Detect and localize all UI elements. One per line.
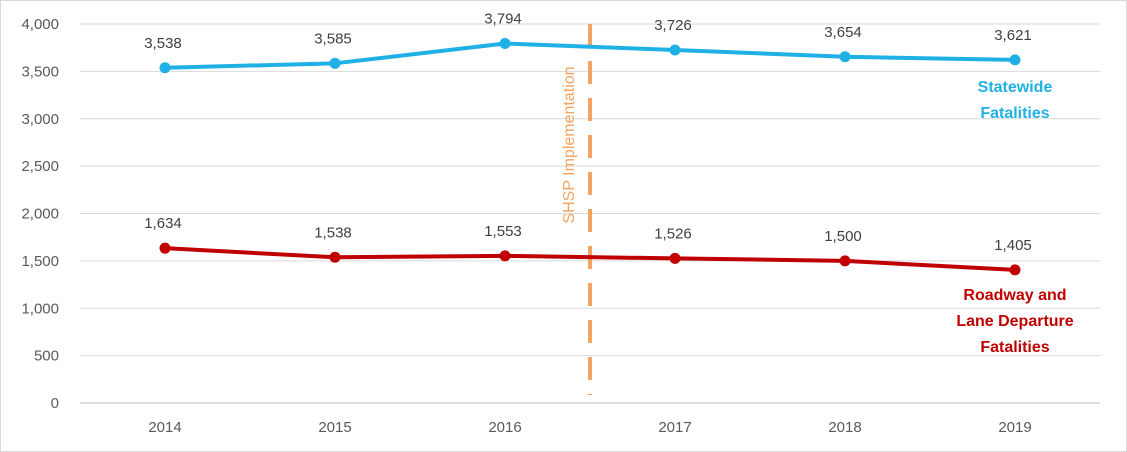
data-label: 3,538 <box>144 35 182 52</box>
y-tick-label: 0 <box>51 395 59 412</box>
data-point <box>159 62 171 74</box>
x-tick-label: 2019 <box>998 419 1031 436</box>
y-tick-label: 3,500 <box>21 63 59 80</box>
data-label: 3,654 <box>824 24 862 41</box>
data-label: 1,500 <box>824 228 862 245</box>
y-tick-label: 4,000 <box>21 16 59 33</box>
series-label: Fatalities <box>980 105 1049 122</box>
data-label: 1,553 <box>484 223 522 240</box>
data-point <box>839 51 851 63</box>
x-tick-label: 2018 <box>828 419 861 436</box>
data-point <box>839 255 851 267</box>
series-label: Fatalities <box>980 339 1049 356</box>
data-point <box>1009 264 1021 276</box>
shsp-implementation-label: SHSP Implementation <box>561 66 578 223</box>
series-label: Roadway and <box>963 287 1066 304</box>
y-tick-label: 2,000 <box>21 206 59 223</box>
data-point <box>159 242 171 254</box>
y-tick-label: 3,000 <box>21 111 59 128</box>
x-tick-label: 2015 <box>318 419 351 436</box>
y-tick-label: 1,000 <box>21 300 59 317</box>
x-tick-label: 2016 <box>488 419 521 436</box>
y-tick-label: 2,500 <box>21 158 59 175</box>
data-point <box>329 57 341 69</box>
y-tick-label: 500 <box>34 348 59 365</box>
series-label: Lane Departure <box>956 313 1073 330</box>
data-label: 3,585 <box>314 30 352 47</box>
data-label: 1,526 <box>654 225 692 242</box>
data-label: 3,621 <box>994 27 1032 44</box>
data-point <box>499 38 511 50</box>
data-label: 1,538 <box>314 224 352 241</box>
x-tick-label: 2017 <box>658 419 691 436</box>
y-tick-label: 1,500 <box>21 253 59 270</box>
data-label: 3,794 <box>484 11 522 28</box>
data-point <box>329 251 341 263</box>
x-tick-label: 2014 <box>148 419 181 436</box>
data-label: 1,405 <box>994 237 1032 254</box>
series-line-1 <box>163 246 1017 272</box>
series-label: Statewide <box>978 79 1053 96</box>
data-point <box>669 252 681 264</box>
data-point <box>1009 54 1021 66</box>
data-point <box>499 250 511 262</box>
series-line-0 <box>163 41 1017 70</box>
data-label: 1,634 <box>144 215 182 232</box>
data-point <box>669 44 681 56</box>
data-label: 3,726 <box>654 17 692 34</box>
